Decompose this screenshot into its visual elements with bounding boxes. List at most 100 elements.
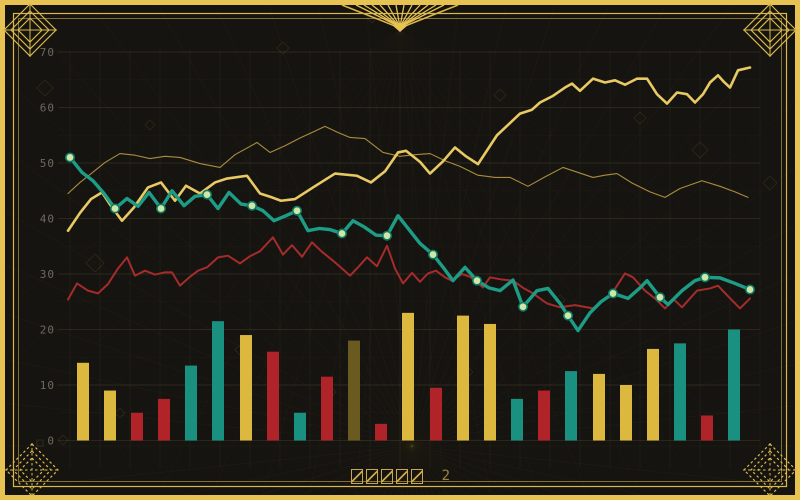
y-axis-label: 10 [40, 379, 55, 392]
fan-beam-ray [4, 29, 401, 368]
caption-glyph-boxes [350, 466, 425, 485]
deco-diamond [276, 41, 290, 55]
bar-red [375, 423, 387, 441]
bar-red [321, 376, 333, 441]
fan-ray [363, 4, 401, 28]
corner-ornament [743, 443, 797, 497]
fan-beam-ray [76, 29, 401, 438]
teal-marker [471, 275, 482, 286]
fan-beam-ray [159, 29, 401, 492]
sunburst-ray [411, 0, 737, 447]
sunburst-ray [87, 0, 413, 447]
bar-gold [77, 362, 89, 441]
sunburst-ray [411, 96, 800, 447]
sunburst-ray [411, 319, 800, 447]
fan-ray [379, 4, 401, 28]
deco-diamond [36, 79, 54, 97]
bar-teal [565, 371, 577, 441]
bar-red [430, 387, 442, 441]
teal-marker [65, 152, 76, 163]
deco-diamond [762, 175, 778, 191]
deco-square [36, 439, 44, 447]
bar-gold [104, 390, 116, 441]
bar-gold [402, 312, 414, 441]
deco-diamond [114, 407, 126, 419]
bar-gold [484, 323, 496, 441]
fan-edge-right [399, 4, 459, 29]
sunburst-ray [411, 445, 668, 500]
deco-diamond [633, 111, 647, 125]
teal-marker [427, 249, 438, 260]
bar-gold [457, 315, 469, 441]
bar-red [131, 412, 143, 441]
y-axis-label: 0 [47, 435, 55, 448]
corner-ornament [3, 3, 57, 57]
teal-marker [156, 203, 167, 214]
bar-teal [674, 343, 686, 441]
fan-beam-ray [399, 29, 540, 500]
bar-teal [185, 365, 197, 441]
sunburst-ray [411, 221, 800, 447]
sunburst-ray [364, 0, 413, 447]
teal-marker [607, 288, 618, 299]
teal-marker [291, 205, 302, 216]
teal-marker [699, 272, 710, 283]
deco-diamond [493, 88, 507, 102]
red-line [67, 236, 751, 310]
sunburst-ray [0, 146, 413, 447]
sunburst-ray [156, 445, 413, 500]
sunburst-ray [0, 402, 413, 447]
caption: 2 [0, 466, 800, 485]
teal-marker [744, 284, 755, 295]
corner-ornament [743, 3, 797, 57]
fan-ray [399, 4, 405, 28]
y-axis-label: 60 [40, 102, 55, 115]
sunburst-ray [411, 445, 580, 500]
sunburst-ray [0, 311, 413, 447]
fan-ray [399, 4, 429, 28]
fan-beam-ray [260, 29, 401, 500]
deco-diamond [85, 253, 105, 273]
caption-number: 2 [441, 468, 451, 484]
fan-ornament [341, 4, 459, 32]
caption-glyph-box [366, 468, 379, 484]
bar-red [267, 351, 279, 441]
fan-beam-ray [209, 29, 401, 500]
fan-beam-ray [38, 29, 401, 405]
sunburst-ray [316, 0, 413, 447]
y-axis-label: 20 [40, 324, 55, 337]
fan-ray [387, 4, 401, 28]
teal-marker [517, 301, 528, 312]
teal-marker [562, 310, 573, 321]
caption-glyph-box [411, 468, 424, 484]
sunburst-ray [0, 74, 413, 447]
fan-ray [395, 4, 401, 28]
teal-marker [336, 228, 347, 239]
fan-apex [392, 25, 408, 32]
bar-gold [620, 385, 632, 441]
fan-beam-ray [399, 29, 684, 467]
sunburst-ray [411, 163, 800, 447]
bar-gold [647, 348, 659, 441]
sunburst-ray [411, 14, 800, 447]
bar-teal [728, 329, 740, 441]
teal-marker [202, 189, 213, 200]
sunburst-ray [154, 0, 413, 447]
sunburst-ray [266, 0, 413, 447]
thin-gold-line [67, 125, 749, 198]
caption-glyph-box [351, 468, 364, 484]
fan-ray [399, 4, 445, 28]
bar-teal [212, 321, 224, 441]
sunburst-ray [411, 0, 460, 447]
sunburst-ray [411, 0, 670, 447]
deco-diamond [691, 141, 709, 159]
fan-beam-ray [399, 29, 796, 368]
sunburst-ray [411, 445, 800, 488]
bar-teal [294, 412, 306, 441]
deco-diamond [57, 434, 69, 446]
corner-diamond-ornaments [3, 3, 797, 497]
y-axis-label: 30 [40, 268, 55, 281]
